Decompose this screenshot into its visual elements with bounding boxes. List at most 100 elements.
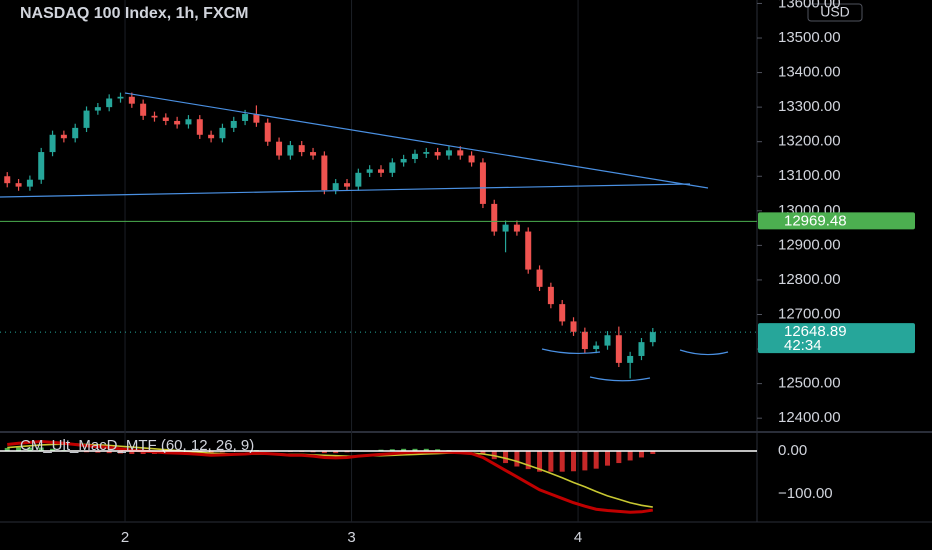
candle-body bbox=[310, 152, 317, 156]
candle-body bbox=[445, 150, 452, 156]
histogram-bar bbox=[559, 450, 565, 472]
candle-body bbox=[4, 176, 11, 184]
curve-drawing bbox=[589, 376, 651, 382]
candle-body bbox=[151, 115, 158, 118]
y-tick-label: 13500.00 bbox=[778, 29, 841, 46]
histogram-bar bbox=[571, 450, 577, 472]
candle-body bbox=[389, 162, 396, 173]
candle-body bbox=[547, 286, 554, 305]
candle-body bbox=[513, 224, 520, 232]
y-tick-label: 12900.00 bbox=[778, 236, 841, 253]
histogram-bar bbox=[548, 450, 554, 472]
histogram-bar bbox=[50, 448, 56, 451]
indicator-title: CM_Ult_MacD_MTF (60, 12, 26, 9) bbox=[20, 437, 254, 454]
histogram-bar bbox=[38, 447, 44, 451]
currency-label[interactable]: USD bbox=[820, 4, 850, 20]
y-tick-label: 12700.00 bbox=[778, 305, 841, 322]
candle-body bbox=[344, 183, 351, 187]
histogram-bar bbox=[401, 448, 407, 451]
candle-body bbox=[649, 332, 656, 343]
candle-body bbox=[332, 183, 339, 191]
y-tick-label: 12500.00 bbox=[778, 375, 841, 392]
histogram-bar bbox=[423, 448, 429, 451]
histogram-bar bbox=[593, 450, 599, 469]
y-tick-label: 12400.00 bbox=[778, 409, 841, 426]
x-tick-label: 4 bbox=[574, 529, 582, 546]
candle-body bbox=[253, 114, 260, 123]
candle-body bbox=[321, 155, 328, 191]
histogram-bar bbox=[582, 450, 588, 471]
candle-body bbox=[468, 155, 475, 163]
candle-body bbox=[423, 152, 430, 154]
candle-body bbox=[559, 304, 566, 322]
histogram-bar bbox=[27, 447, 33, 451]
countdown-label: 42:34 bbox=[784, 337, 822, 354]
candle-body bbox=[49, 134, 56, 153]
histogram-bar bbox=[4, 447, 10, 451]
price-label: 12648.89 bbox=[784, 323, 847, 340]
histogram-bar bbox=[321, 450, 327, 454]
candle-body bbox=[174, 120, 181, 125]
price-label-box bbox=[758, 323, 915, 354]
candle-body bbox=[83, 110, 90, 128]
candle-body bbox=[26, 179, 33, 187]
histogram-bar bbox=[118, 450, 124, 454]
candle-body bbox=[570, 321, 577, 332]
candle-body bbox=[355, 172, 362, 187]
candle-body bbox=[627, 355, 634, 363]
trend-line bbox=[0, 183, 691, 198]
currency-box[interactable] bbox=[807, 3, 863, 22]
histogram-bar bbox=[412, 448, 418, 451]
candle-body bbox=[638, 342, 645, 356]
candle-body bbox=[242, 114, 249, 121]
candle-body bbox=[162, 117, 169, 121]
candle-body bbox=[479, 162, 486, 204]
histogram-bar bbox=[650, 450, 656, 454]
histogram-bar bbox=[514, 450, 520, 467]
histogram-bar bbox=[435, 449, 441, 451]
histogram-bar bbox=[208, 450, 214, 454]
candle-body bbox=[106, 98, 113, 108]
indicator-line bbox=[7, 439, 654, 514]
histogram-bar bbox=[627, 450, 633, 461]
histogram-bar bbox=[16, 447, 22, 451]
histogram-bar bbox=[95, 450, 101, 453]
candle-body bbox=[581, 331, 588, 350]
candle-body bbox=[434, 152, 441, 156]
histogram-bar bbox=[525, 450, 531, 470]
candle-body bbox=[219, 127, 226, 139]
y-tick-label: 13100.00 bbox=[778, 167, 841, 184]
candle-body bbox=[298, 145, 305, 153]
histogram-bar bbox=[333, 450, 339, 454]
histogram-bar bbox=[638, 450, 644, 458]
histogram-bar bbox=[140, 450, 146, 454]
drawings bbox=[0, 92, 729, 382]
marks bbox=[4, 0, 656, 522]
candle-body bbox=[276, 141, 283, 156]
trend-line bbox=[124, 92, 709, 189]
candle-body bbox=[366, 169, 373, 173]
y-tick-label: −100.00 bbox=[778, 485, 833, 502]
histogram-bar bbox=[480, 450, 486, 455]
candle-body bbox=[128, 96, 135, 104]
candle-body bbox=[536, 269, 543, 287]
candle-body bbox=[185, 119, 192, 125]
chart-title: NASDAQ 100 Index, 1h, FXCM bbox=[20, 5, 249, 22]
y-tick-label: 0.00 bbox=[778, 442, 807, 459]
candle-body bbox=[196, 119, 203, 135]
candle-body bbox=[604, 335, 611, 346]
candle-body bbox=[208, 134, 215, 139]
histogram-bar bbox=[389, 449, 395, 451]
candle-body bbox=[411, 153, 418, 159]
candle-body bbox=[117, 96, 124, 99]
y-tick-label: 13300.00 bbox=[778, 98, 841, 115]
y-tick-label: 13600.00 bbox=[778, 0, 841, 11]
candle-body bbox=[400, 158, 407, 163]
curve-drawing bbox=[541, 348, 601, 355]
candle-body bbox=[15, 183, 22, 187]
candle-body bbox=[140, 103, 147, 116]
candle-body bbox=[615, 335, 622, 363]
candle-body bbox=[502, 224, 509, 232]
